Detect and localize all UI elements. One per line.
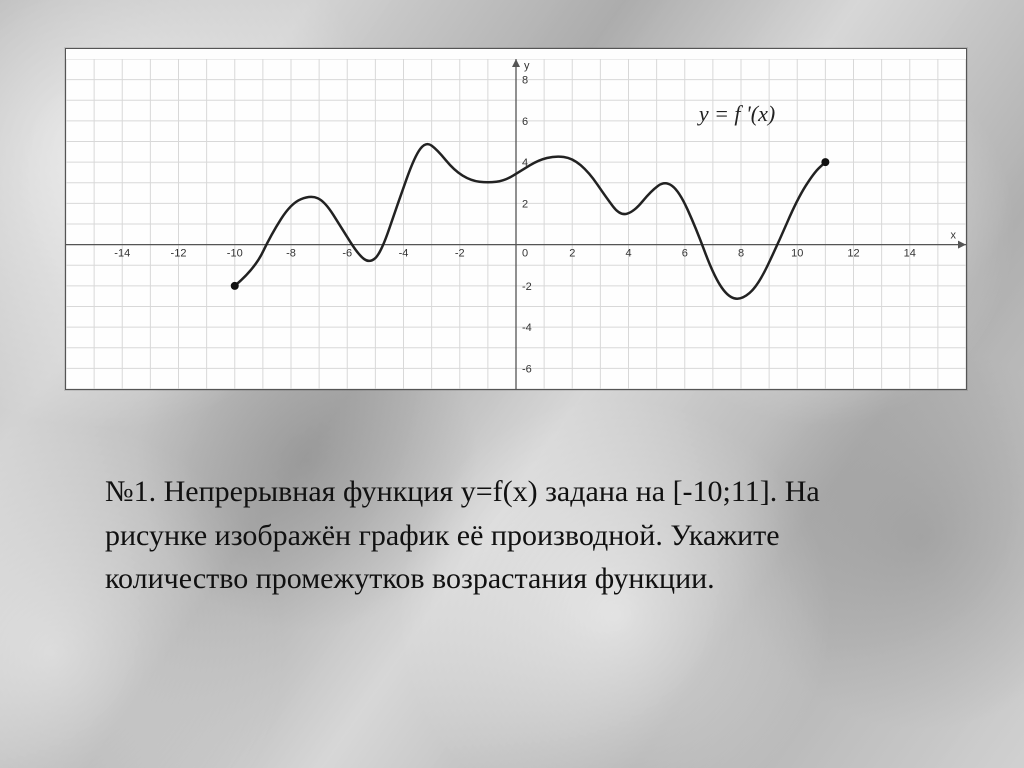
caption-text: №1. Непрерывная функция у=f(x) задана на… xyxy=(105,475,820,595)
svg-text:12: 12 xyxy=(847,248,859,260)
svg-text:8: 8 xyxy=(738,248,744,260)
svg-text:x: x xyxy=(951,230,957,242)
problem-caption: №1. Непрерывная функция у=f(x) задана на… xyxy=(105,470,925,601)
function-label: y = f '(x) xyxy=(697,101,775,126)
derivative-curve xyxy=(235,144,826,299)
svg-text:-4: -4 xyxy=(522,322,532,334)
derivative-chart: -14-12-10-8-6-4-22468101214-6-4-224680xy… xyxy=(65,48,967,390)
svg-text:-2: -2 xyxy=(455,248,465,260)
svg-text:10: 10 xyxy=(791,248,803,260)
svg-text:6: 6 xyxy=(682,248,688,260)
svg-text:8: 8 xyxy=(522,75,528,87)
curve-endpoint xyxy=(821,158,829,166)
svg-text:2: 2 xyxy=(569,248,575,260)
svg-text:4: 4 xyxy=(625,248,631,260)
svg-text:-8: -8 xyxy=(286,248,296,260)
chart-svg: -14-12-10-8-6-4-22468101214-6-4-224680xy… xyxy=(66,59,966,389)
svg-text:-4: -4 xyxy=(399,248,409,260)
svg-text:-12: -12 xyxy=(171,248,187,260)
svg-text:-6: -6 xyxy=(522,363,532,375)
tick-labels: -14-12-10-8-6-4-22468101214-6-4-224680xy xyxy=(114,60,956,375)
svg-text:6: 6 xyxy=(522,116,528,128)
svg-text:0: 0 xyxy=(522,248,528,260)
svg-text:-10: -10 xyxy=(227,248,243,260)
curve-endpoint xyxy=(231,282,239,290)
svg-text:-6: -6 xyxy=(342,248,352,260)
svg-text:2: 2 xyxy=(522,198,528,210)
svg-text:14: 14 xyxy=(904,248,916,260)
slide: -14-12-10-8-6-4-22468101214-6-4-224680xy… xyxy=(0,0,1024,768)
svg-text:y: y xyxy=(524,60,530,72)
svg-text:-14: -14 xyxy=(114,248,130,260)
svg-text:-2: -2 xyxy=(522,281,532,293)
